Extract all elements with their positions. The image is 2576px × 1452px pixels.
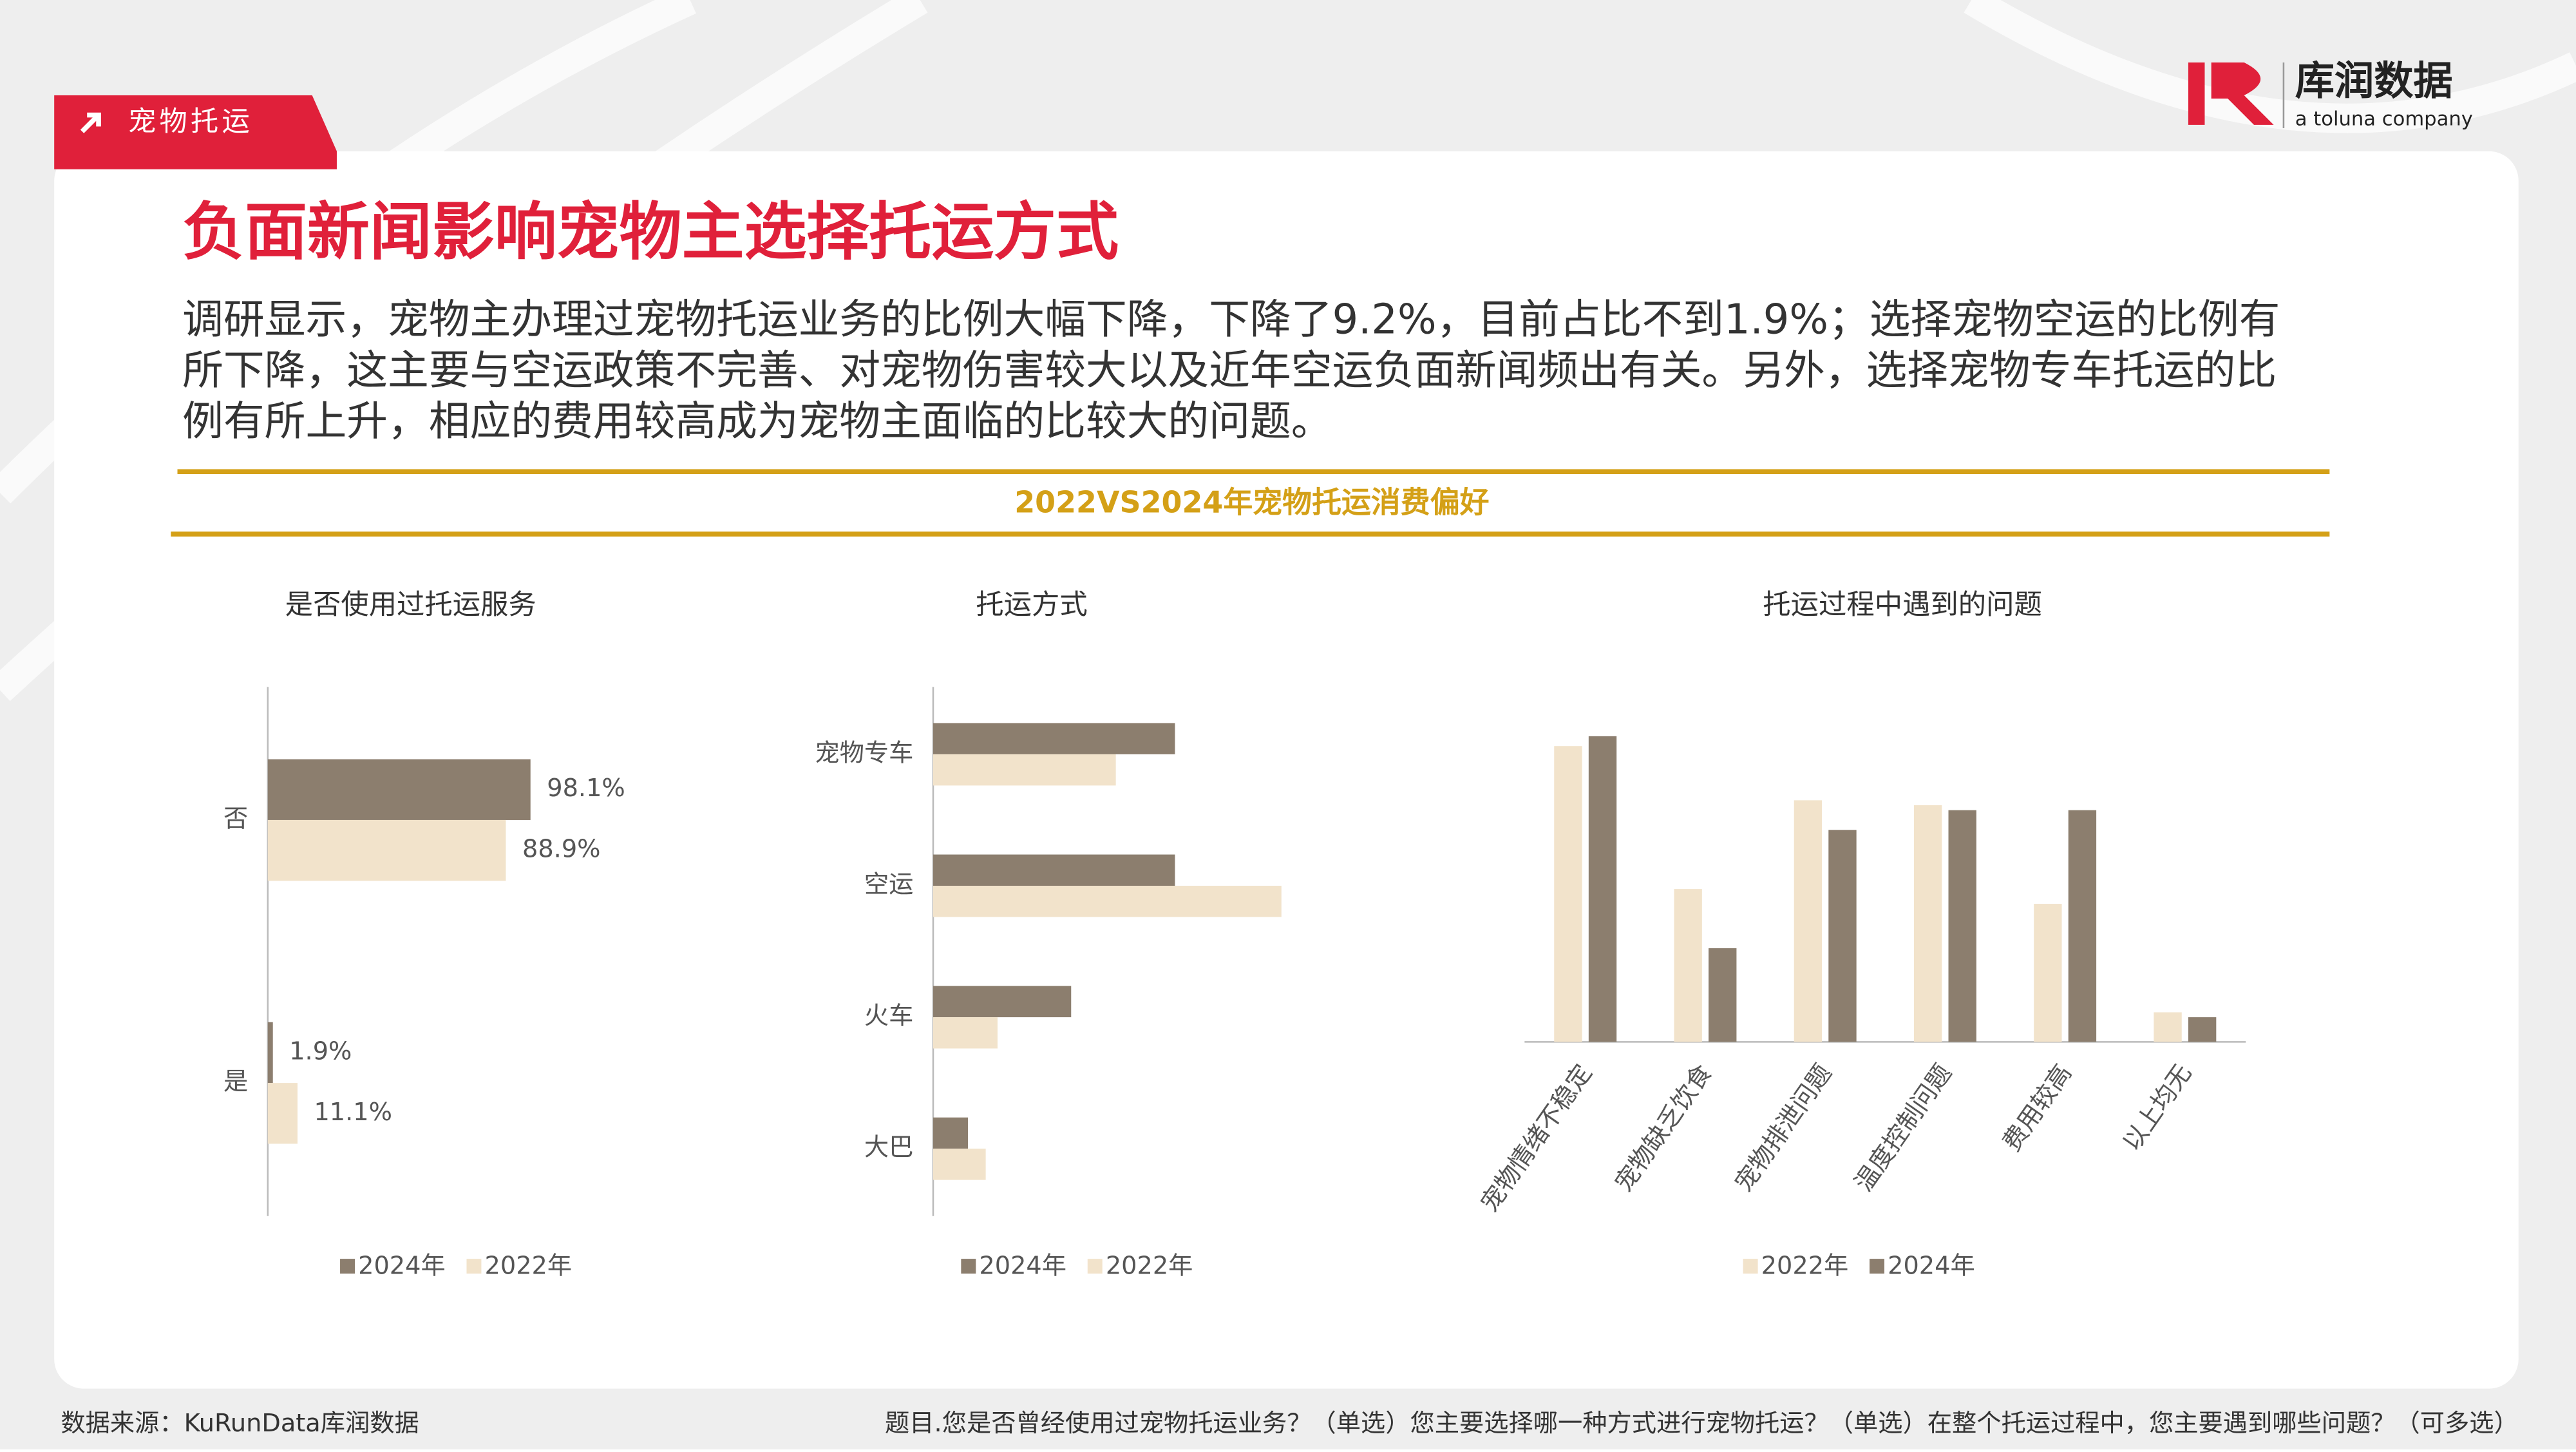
logo-mark [2188, 62, 2274, 125]
question: 题目.您是否曾经使用过宠物托运业务？（单选）您主要选择哪一种方式进行宠物托运？（… [885, 1409, 2519, 1438]
bar [1588, 736, 1617, 1042]
bar [1913, 805, 1942, 1042]
bar [933, 1149, 986, 1180]
body-line: 例有所上升，相应的费用较高成为宠物主面临的比较大的问题。 [182, 398, 1332, 446]
bar [1709, 948, 1737, 1042]
legend-label: 2022年 [485, 1251, 573, 1280]
data-label: 11.1% [314, 1098, 392, 1127]
category-label: 空运 [864, 870, 913, 899]
legend-label: 2024年 [358, 1251, 446, 1280]
source: 数据来源：KuRunData库润数据 [61, 1409, 419, 1438]
bar [1674, 889, 1702, 1042]
bar [267, 1083, 298, 1144]
bar [267, 759, 531, 820]
category-label: 大巴 [864, 1133, 913, 1162]
tag: 宠物托运 [128, 106, 253, 138]
body-line: 所下降，这主要与空运政策不完善、对宠物伤害较大以及近年空运负面新闻频出有关。另外… [182, 347, 2277, 395]
bar [267, 819, 506, 881]
bar [1554, 746, 1582, 1042]
bar [1948, 810, 1976, 1042]
legend-label: 2024年 [1888, 1251, 1975, 1280]
bar [1794, 800, 1823, 1042]
legend-swatch [1087, 1259, 1103, 1274]
data-label: 1.9% [289, 1036, 352, 1065]
legend-swatch [1870, 1259, 1885, 1274]
bar [2034, 904, 2062, 1042]
category-label: 火车 [864, 1002, 913, 1031]
panel [54, 151, 2519, 1389]
bar [933, 854, 1175, 886]
bar [933, 886, 1282, 917]
data-label: 88.9% [522, 835, 601, 864]
logo: 库润数据 [2295, 59, 2453, 104]
legend-label: 2022年 [1106, 1251, 1193, 1280]
bar [933, 1017, 998, 1049]
bar [933, 1117, 969, 1149]
bar [933, 986, 1072, 1018]
body-text: 调研显示，宠物主办理过宠物托运业务的比例大幅下降，下降了9.2%，目前占比不到1… [182, 296, 2280, 446]
chart-title: 托运方式 [976, 589, 1087, 621]
legend-label: 2022年 [1761, 1251, 1849, 1280]
legend-swatch [1743, 1259, 1758, 1274]
banner: 2022VS2024年宠物托运消费偏好 [1014, 485, 1489, 520]
bar [1828, 830, 1857, 1042]
category-label: 否 [223, 804, 248, 833]
bar [2068, 810, 2097, 1042]
bar [267, 1022, 273, 1084]
logo-sub: a toluna company [2295, 108, 2473, 131]
bar [933, 723, 1175, 754]
data-label: 98.1% [547, 774, 625, 803]
category-label: 是 [223, 1067, 248, 1096]
chart-title: 是否使用过托运服务 [285, 589, 536, 621]
category-label: 宠物专车 [815, 738, 913, 767]
tag-icon [80, 112, 101, 133]
legend-label: 2024年 [979, 1251, 1066, 1280]
bar [2154, 1012, 2182, 1042]
bar [933, 754, 1116, 786]
legend-swatch [961, 1259, 976, 1274]
legend-swatch [340, 1259, 355, 1274]
tag-bg [54, 95, 337, 169]
body-line: 调研显示，宠物主办理过宠物托运业务的比例大幅下降，下降了9.2%，目前占比不到1… [182, 296, 2280, 344]
title: 负面新闻影响宠物主选择托运方式 [182, 196, 1119, 269]
bar [2188, 1017, 2217, 1042]
chart-title: 托运过程中遇到的问题 [1763, 589, 2042, 621]
legend-swatch [466, 1259, 482, 1274]
